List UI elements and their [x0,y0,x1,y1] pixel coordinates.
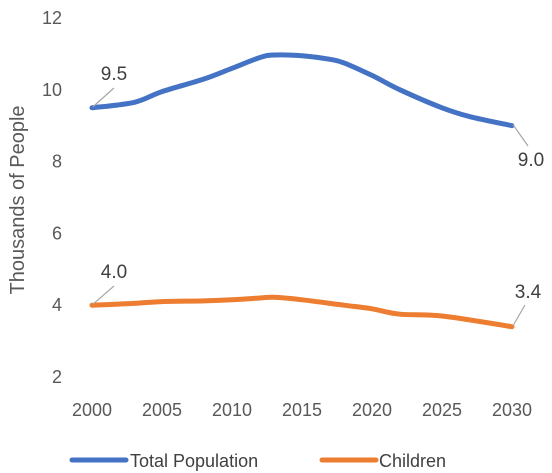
data-label-leader [92,285,115,305]
x-tick-label: 2010 [212,400,252,420]
y-tick-label: 12 [42,8,62,28]
series-line-total-population [89,52,515,129]
x-tick-label: 2000 [72,400,112,420]
x-tick-label: 2030 [492,400,532,420]
legend: Total Population Children [69,451,446,471]
data-label: 4.0 [101,262,127,283]
legend-label-children: Children [379,451,446,471]
y-axis-title: Thousands of People [7,105,29,294]
y-tick-label: 10 [42,80,62,100]
y-tick-label: 6 [52,223,62,243]
series-line-children [89,294,515,330]
data-label: 9.5 [101,64,127,85]
x-tick-label: 2020 [352,400,392,420]
x-tick-label: 2005 [142,400,182,420]
legend-label-total-population: Total Population [130,451,258,471]
x-tick-label: 2025 [422,400,462,420]
x-tick-label: 2015 [282,400,322,420]
data-label-leader [512,304,526,327]
plot-area [89,52,515,330]
data-label-leader [92,87,115,108]
data-label-leader [512,124,529,147]
data-labels: 9.5 9.0 4.0 3.4 [92,64,544,327]
y-axis: 2 4 6 8 10 12 [42,8,62,387]
x-axis: 2000 2005 2010 2015 2020 2025 2030 [72,400,532,420]
y-tick-label: 4 [52,295,62,315]
y-tick-label: 2 [52,367,62,387]
data-label: 9.0 [518,150,544,171]
data-label: 3.4 [515,282,542,303]
y-tick-label: 8 [52,152,62,172]
